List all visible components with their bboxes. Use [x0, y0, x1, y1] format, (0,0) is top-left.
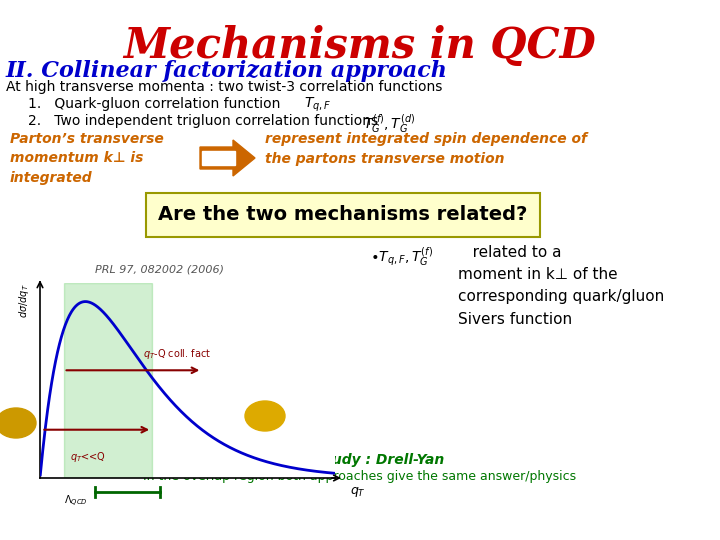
Text: $T_F$: $T_F$	[258, 408, 272, 423]
Text: II. Collinear factorization approach: II. Collinear factorization approach	[6, 60, 448, 82]
Text: $q_T$<<Q: $q_T$<<Q	[70, 450, 106, 464]
FancyArrow shape	[200, 140, 255, 176]
Text: TMD: TMD	[4, 418, 28, 428]
Text: 2.   Two independent trigluon correlation functions: 2. Two independent trigluon correlation …	[28, 114, 382, 128]
Text: $q_T$-Q coll. fact: $q_T$-Q coll. fact	[143, 347, 212, 361]
Text: related to a
moment in k⊥ of the
corresponding quark/gluon
Sivers function: related to a moment in k⊥ of the corresp…	[458, 245, 665, 327]
Text: represent integrated spin dependence of
the partons transverse motion: represent integrated spin dependence of …	[265, 132, 587, 165]
FancyBboxPatch shape	[146, 193, 540, 237]
Text: $\Lambda_{QCD}$: $\Lambda_{QCD}$	[63, 494, 87, 509]
Bar	[63, 283, 152, 478]
Text: PRL 97, 082002 (2006): PRL 97, 082002 (2006)	[95, 265, 224, 275]
Text: Parton’s transverse
momentum k⊥ is
integrated: Parton’s transverse momentum k⊥ is integ…	[10, 132, 163, 185]
Text: At high transverse momenta : two twist-3 correlation functions: At high transverse momenta : two twist-3…	[6, 80, 442, 94]
Text: In the overlap region both approaches give the same answer/physics: In the overlap region both approaches gi…	[143, 470, 577, 483]
Text: $T_{q,F}$: $T_{q,F}$	[304, 96, 331, 114]
FancyArrow shape	[202, 151, 235, 165]
Text: Mechanisms in QCD: Mechanisms in QCD	[124, 25, 596, 67]
Text: $T_G^{(f)}, T_G^{(d)}$: $T_G^{(f)}, T_G^{(d)}$	[363, 113, 415, 136]
Text: $d\sigma/dq_T$: $d\sigma/dq_T$	[17, 283, 31, 318]
Text: Case study : Drell-Yan: Case study : Drell-Yan	[275, 453, 445, 467]
Text: $q_T$: $q_T$	[350, 485, 366, 500]
Text: $\bullet T_{q,F}, T_G^{(f)}$: $\bullet T_{q,F}, T_G^{(f)}$	[370, 245, 433, 268]
Text: 1.   Quark-gluon correlation function: 1. Quark-gluon correlation function	[28, 97, 284, 111]
Text: Are the two mechanisms related?: Are the two mechanisms related?	[158, 206, 528, 225]
